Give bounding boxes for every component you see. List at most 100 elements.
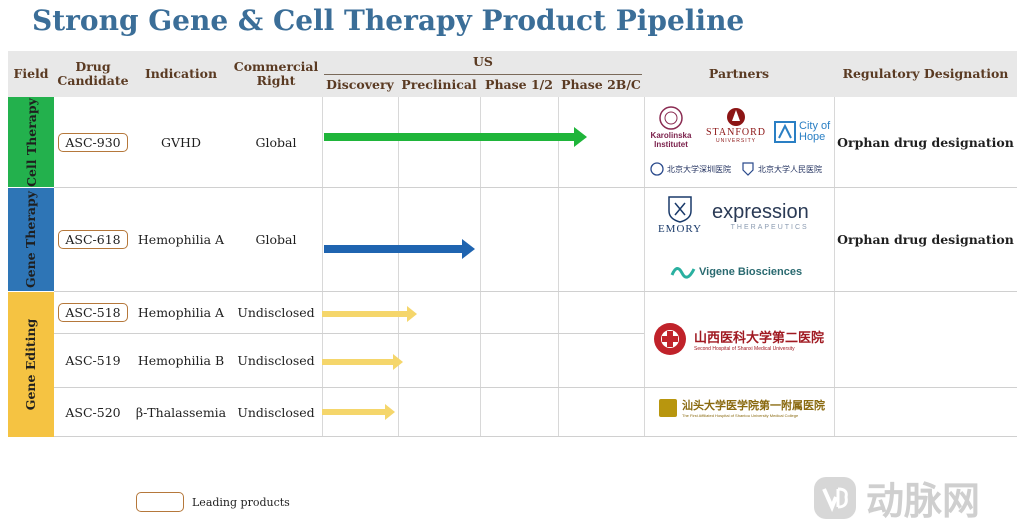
regulatory-designation: Orphan drug designation [837,134,1014,150]
stanford-tree-icon [727,108,745,126]
shanxi-hospital-text: 山西医科大学第二医院 [694,330,825,346]
karolinska-text: Karolinska Institutet [650,131,692,149]
row-divider [54,187,1017,188]
grid-line [834,97,835,437]
field-gene-editing: Gene Editing [8,292,54,437]
page-title: Strong Gene & Cell Therapy Product Pipel… [32,4,745,37]
field-gene-therapy: Gene Therapy [8,188,54,291]
pku-people-emblem-icon [742,162,754,176]
arrow-shape [324,127,587,147]
drug-candidate: ASC-519 [65,353,121,368]
karolinska-seal-icon [659,106,683,130]
pku-people-text: 北京大学人民医院 [758,164,822,174]
emory-logo: EMORY [654,195,706,235]
header-commercial-right: Commercial Right [233,59,319,88]
watermark: 动脉网 [812,470,980,525]
shanxi-hospital-text-group: 山西医科大学第二医院 Second Hospital of Shanxi Med… [694,327,824,352]
vigene-wave-icon [670,267,696,279]
indication: Hemophilia A [137,305,225,320]
table-row: ASC-618 [54,188,132,291]
header-phase-2bc: Phase 2B/C [561,77,641,92]
emory-shield-icon [668,196,692,223]
row-divider [54,436,1017,437]
expression-subtext: THERAPEUTICS [730,224,809,231]
stanford-logo: STANFORD UNIVERSITY [700,107,772,144]
pku-shenzhen-emblem-icon [650,162,664,176]
grid-line [644,97,645,437]
emory-text: EMORY [657,223,703,235]
commercial-right: Undisclosed [237,404,315,420]
arrow-shape [324,239,475,259]
grid-line [398,97,399,437]
drug-candidate: ASC-930 [58,132,128,152]
watermark-text: 动脉网 [866,479,981,523]
pku-shenzhen-text: 北京大学深圳医院 [667,164,731,174]
commercial-right: Undisclosed [237,305,315,320]
expression-logo: expression THERAPEUTICS [712,201,809,231]
grid-line [480,97,481,437]
us-divider [324,74,642,75]
table-row: ASC-518 [54,292,132,333]
indication: Hemophilia B [137,353,225,368]
vigene-text: Vigene Biosciences [699,266,803,278]
drug-candidate: ASC-618 [58,230,128,249]
row-divider [54,387,1017,388]
header-regulatory: Regulatory Designation [842,66,1009,81]
vigene-logo: Vigene Biosciences [670,261,802,283]
watermark-logo-icon [814,476,856,519]
header-preclinical: Preclinical [401,77,477,92]
pku-shenzhen-logo: 北京大学深圳医院 [650,162,731,176]
shantou-hospital-text: 汕头大学医学院第一附属医院 [682,399,825,412]
table-row: ASC-520 [54,388,132,436]
shanxi-hospital-logo: 山西医科大学第二医院 Second Hospital of Shanxi Med… [652,321,824,357]
header-us: US [473,54,493,69]
header-partners: Partners [708,66,770,81]
stanford-subtext: UNIVERSITY [715,138,756,144]
drug-candidate: ASC-518 [58,303,128,322]
progress-arrow [322,404,395,420]
field-label: Gene Therapy [23,190,39,289]
field-label: Cell Therapy [23,97,39,187]
shantou-hospital-logo: 汕头大学医学院第一附属医院 The First Affiliated Hospi… [658,397,825,418]
pipeline-table: Field Drug Candidate Indication Commerci… [8,51,1017,437]
indication: GVHD [161,134,201,150]
legend-label: Leading products [192,496,290,509]
header-phase-1-2: Phase 1/2 [485,77,553,92]
grid-line [558,97,559,437]
expression-text: expression [712,201,809,223]
field-label: Gene Editing [23,318,39,411]
commercial-right: Global [255,232,297,247]
arrow-shape [322,306,417,322]
commercial-right: Global [255,134,297,150]
header-drug-candidate: Drug Candidate [57,59,129,88]
regulatory-designation: Orphan drug designation [837,232,1014,247]
grid-line [322,97,323,437]
indication: β-Thalassemia [135,404,227,420]
drug-candidate: ASC-520 [65,404,121,420]
legend-swatch [136,492,184,512]
header-discovery: Discovery [326,77,394,92]
city-of-hope-text: City of Hope [799,120,831,143]
progress-arrow [324,127,587,147]
shantou-hospital-en-text: The First Affiliated Hospital of Shantou… [682,413,799,418]
shanxi-hospital-en-text: Second Hospital of Shanxi Medical Univer… [694,345,795,352]
shanxi-hospital-emblem-icon [654,323,686,355]
field-cell-therapy: Cell Therapy [8,97,54,187]
header-field: Field [13,66,49,81]
header-indication: Indication [144,66,218,81]
row-divider [54,291,1017,292]
table-row: ASC-930 [54,97,132,187]
city-of-hope-logo: City of Hope [774,121,835,143]
shantou-hospital-emblem-icon [659,398,677,417]
pku-people-logo: 北京大学人民医院 [741,162,822,176]
indication: Hemophilia A [137,232,225,247]
arrow-shape [322,354,403,370]
progress-arrow [322,306,417,322]
shantou-hospital-text-group: 汕头大学医学院第一附属医院 The First Affiliated Hospi… [682,397,825,418]
commercial-right: Undisclosed [237,353,315,368]
karolinska-logo: Karolinska Institutet [648,105,694,149]
table-row: ASC-519 [54,334,132,387]
city-of-hope-icon [774,121,796,143]
progress-arrow [324,239,475,259]
row-divider [54,333,644,334]
